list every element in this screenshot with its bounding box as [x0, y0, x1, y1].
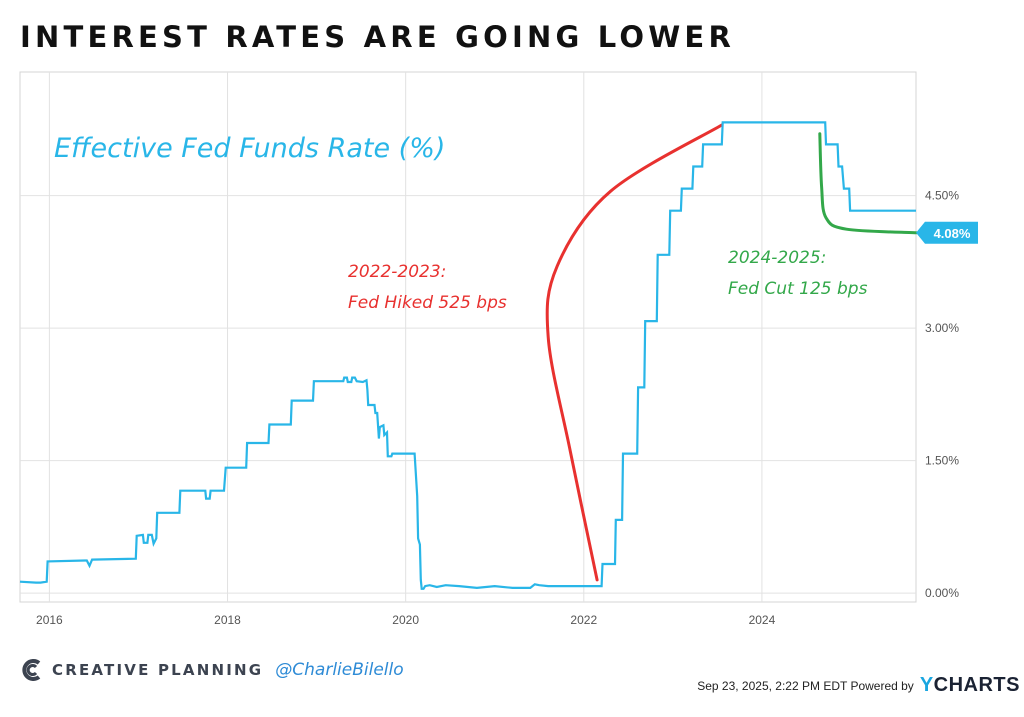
timestamp: Sep 23, 2025, 2:22 PM EDT Powered by [697, 678, 914, 693]
chart-title: Effective Fed Funds Rate (%) [54, 133, 445, 164]
plot-frame [19, 71, 917, 603]
x-tick-label: 2018 [214, 613, 241, 627]
y-tick-label: 4.50% [925, 189, 959, 203]
annotation-layer: 2022-2023: Fed Hiked 525 bps 2024-2025: Fed… [348, 123, 918, 582]
y-tick-label: 3.00% [925, 321, 959, 335]
cut-annotation-period: 2024-2025: [728, 248, 826, 268]
last-value-label: 4.08% [934, 226, 971, 241]
author-handle: @CharlieBilello [275, 660, 404, 680]
y-tick-label: 1.50% [925, 454, 959, 468]
x-tick-label: 2016 [36, 613, 63, 627]
x-tick-label: 2020 [392, 613, 419, 627]
cut-arrow-curve [818, 132, 918, 235]
last-value-badge-group: 4.08% [916, 221, 978, 244]
hike-annotation-text: Fed Hiked 525 bps [348, 293, 507, 313]
ycharts-logo: YCHARTS [919, 674, 1020, 696]
y-tick-label: 0.00% [925, 586, 959, 600]
brand-name: CREATIVE PLANNING [52, 661, 264, 679]
x-axis: 2016 2018 2020 2022 2024 [36, 613, 776, 627]
page-title: INTEREST RATES ARE GOING LOWER [20, 20, 735, 54]
y-axis: 0.00% 1.50% 3.00% 4.50% [925, 189, 959, 601]
fed-funds-rate-line [19, 121, 916, 590]
creative-planning-logo-icon [22, 659, 41, 681]
x-tick-label: 2024 [749, 613, 776, 627]
last-value-badge [916, 221, 978, 244]
brand-footer: CREATIVE PLANNING @CharlieBilello [22, 659, 404, 681]
source-footer: Sep 23, 2025, 2:22 PM EDT Powered by YCH… [697, 674, 1020, 697]
grid-layer [20, 72, 916, 602]
cut-annotation-text: Fed Cut 125 bps [728, 279, 868, 299]
x-tick-label: 2022 [570, 613, 597, 627]
hike-arrow-curve [545, 123, 724, 582]
series-layer [19, 121, 916, 590]
hike-annotation-period: 2022-2023: [348, 262, 446, 282]
